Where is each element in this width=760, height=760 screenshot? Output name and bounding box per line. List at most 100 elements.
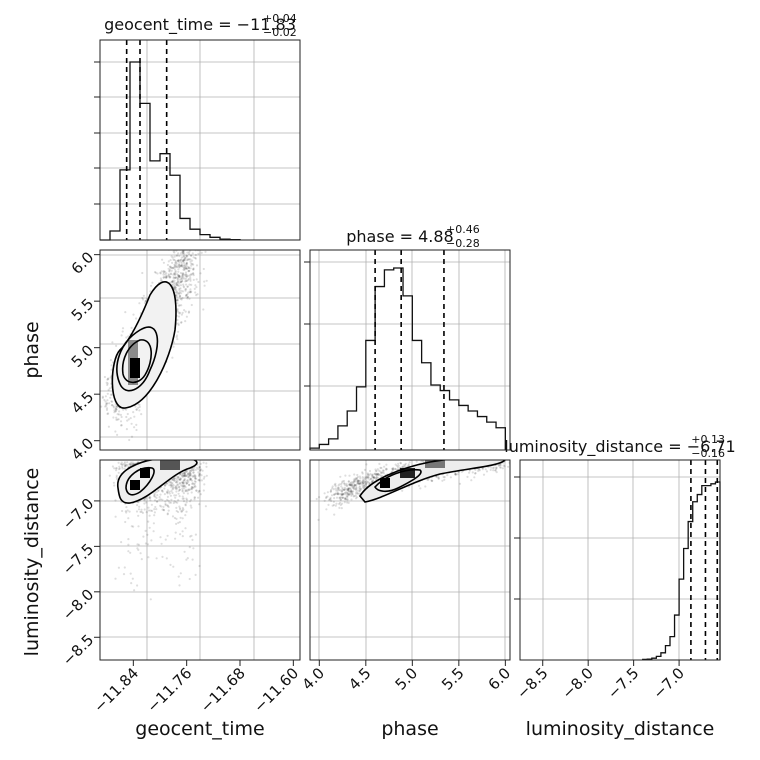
panel-geocent-time-vs-phase: 4.04.55.05.56.0 phase — [21, 246, 301, 464]
scatter-point — [200, 479, 203, 482]
scatter-point — [173, 477, 176, 480]
scatter-point — [182, 474, 185, 477]
scatter-point — [442, 475, 445, 479]
scatter-point — [353, 473, 356, 476]
scatter-point — [191, 482, 194, 485]
scatter-point — [173, 281, 176, 284]
scatter-point — [161, 490, 164, 493]
frame-20 — [99, 459, 301, 661]
scatter-point — [174, 276, 177, 280]
scatter-point — [144, 542, 147, 545]
scatter-point — [185, 265, 188, 268]
scatter-point — [479, 456, 481, 458]
scatter-point — [474, 451, 476, 453]
scatter-point — [150, 503, 153, 506]
scatter-point — [182, 500, 186, 503]
scatter-point — [375, 476, 378, 479]
scatter-point — [465, 456, 467, 458]
scatter-point — [357, 479, 360, 482]
scatter-point — [162, 509, 166, 512]
scatter-point — [340, 485, 343, 488]
scatter-point — [348, 482, 351, 486]
scatter-point — [408, 461, 411, 464]
scatter-point — [348, 493, 351, 496]
scatter-point — [166, 263, 169, 267]
scatter-point — [449, 476, 452, 479]
scatter-point — [496, 454, 498, 456]
scatter-point — [190, 506, 193, 509]
scatter-point — [183, 484, 186, 487]
scatter-point — [176, 276, 179, 279]
scatter-point — [126, 509, 129, 512]
scatter-point — [485, 455, 487, 457]
scatter-point — [355, 478, 358, 481]
scatter-point — [365, 463, 368, 466]
scatter-point — [478, 468, 481, 471]
scatter-point — [373, 476, 376, 479]
scatter-point — [197, 478, 200, 482]
scatter-point — [356, 496, 359, 499]
scatter-point — [174, 286, 177, 289]
scatter-point — [485, 470, 489, 473]
scatter-point — [184, 475, 187, 478]
x-tick-label: 6.0 — [485, 664, 515, 694]
scatter-point — [428, 454, 430, 456]
scatter-point — [178, 261, 181, 264]
title-lumdist-sup: +0.13 — [691, 433, 725, 446]
scatter-point — [172, 478, 175, 481]
scatter-point — [345, 484, 348, 487]
scatter-point — [366, 477, 369, 480]
scatter-point — [171, 481, 174, 485]
scatter-point — [344, 498, 347, 501]
scatter-point — [336, 488, 339, 492]
scatter-point — [135, 510, 139, 513]
scatter-point — [480, 452, 482, 454]
scatter-point — [106, 412, 109, 415]
scatter-point — [192, 272, 195, 275]
hist-bin — [422, 363, 431, 450]
scatter-point — [492, 453, 494, 455]
scatter-point — [168, 269, 171, 272]
scatter-point — [159, 536, 162, 539]
scatter-point — [107, 377, 110, 380]
scatter-point — [130, 462, 133, 465]
scatter-point — [377, 473, 380, 476]
scatter-point — [191, 262, 194, 266]
histogram-lumdist — [642, 460, 721, 661]
scatter-point — [136, 504, 139, 507]
scatter-point — [441, 479, 444, 482]
scatter-point — [106, 392, 109, 395]
scatter-point — [199, 462, 202, 465]
scatter-point — [183, 273, 186, 276]
scatter-point — [359, 482, 362, 485]
scatter-point — [181, 297, 184, 300]
scatter-point — [192, 246, 194, 248]
scatter-point — [482, 473, 486, 476]
scatter-point — [115, 418, 118, 421]
scatter-point — [147, 556, 150, 559]
scatter-point — [159, 271, 162, 274]
scatter-point — [337, 492, 340, 495]
scatter-point — [188, 483, 191, 486]
scatter-point — [349, 490, 352, 493]
scatter-point — [181, 475, 184, 479]
scatter-point — [175, 283, 178, 286]
scatter-point — [156, 500, 159, 503]
scatter-point — [169, 483, 173, 487]
scatter-point — [117, 566, 120, 569]
scatter-point — [191, 475, 195, 478]
scatter-point — [359, 477, 362, 480]
scatter-point — [184, 273, 187, 276]
scatter-point — [142, 535, 145, 538]
scatter-point — [338, 488, 341, 491]
scatter-point — [159, 498, 162, 501]
scatter-point — [371, 480, 374, 484]
scatter-point — [175, 336, 178, 339]
scatter-point — [168, 270, 171, 273]
scatter-point — [185, 470, 188, 473]
scatter-point — [342, 488, 345, 491]
scatter-point — [128, 463, 131, 466]
scatter-point — [203, 475, 206, 478]
scatter-point — [347, 501, 350, 504]
scatter-point — [204, 250, 207, 253]
